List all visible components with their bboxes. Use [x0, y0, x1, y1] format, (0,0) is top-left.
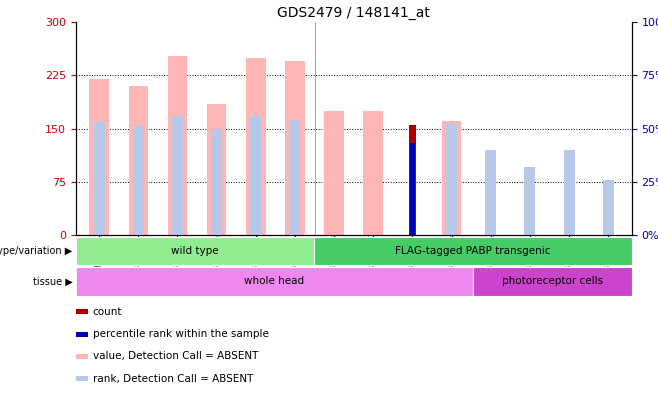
Text: genotype/variation ▶: genotype/variation ▶	[0, 246, 72, 256]
Bar	[314, 237, 632, 265]
Bar	[524, 167, 536, 235]
Text: tissue ▶: tissue ▶	[33, 277, 72, 286]
Bar	[603, 180, 614, 235]
Text: value, Detection Call = ABSENT: value, Detection Call = ABSENT	[93, 352, 258, 361]
Bar	[250, 116, 261, 235]
Bar	[563, 150, 574, 235]
Bar	[290, 120, 301, 235]
Bar	[285, 61, 305, 235]
Text: wild type: wild type	[171, 246, 218, 256]
Bar	[168, 56, 188, 235]
Bar	[473, 267, 632, 296]
Text: count: count	[93, 307, 122, 317]
Bar	[93, 122, 105, 235]
Text: FLAG-tagged PABP transgenic: FLAG-tagged PABP transgenic	[395, 246, 551, 256]
Bar	[133, 126, 144, 235]
Bar	[409, 125, 416, 235]
Bar	[442, 122, 461, 235]
Text: whole head: whole head	[244, 277, 304, 286]
Bar	[89, 79, 109, 235]
Bar	[410, 143, 415, 235]
Bar	[128, 86, 148, 235]
Text: photoreceptor cells: photoreceptor cells	[501, 277, 603, 286]
Bar	[172, 116, 183, 235]
Bar	[211, 129, 222, 235]
Bar	[76, 267, 473, 296]
Bar	[485, 150, 496, 235]
Bar	[363, 111, 383, 235]
Text: percentile rank within the sample: percentile rank within the sample	[93, 329, 268, 339]
Bar	[446, 124, 457, 235]
Bar	[246, 58, 266, 235]
Bar	[324, 111, 344, 235]
Title: GDS2479 / 148141_at: GDS2479 / 148141_at	[277, 6, 430, 20]
Bar	[76, 237, 314, 265]
Bar	[207, 104, 226, 235]
Text: rank, Detection Call = ABSENT: rank, Detection Call = ABSENT	[93, 374, 253, 384]
